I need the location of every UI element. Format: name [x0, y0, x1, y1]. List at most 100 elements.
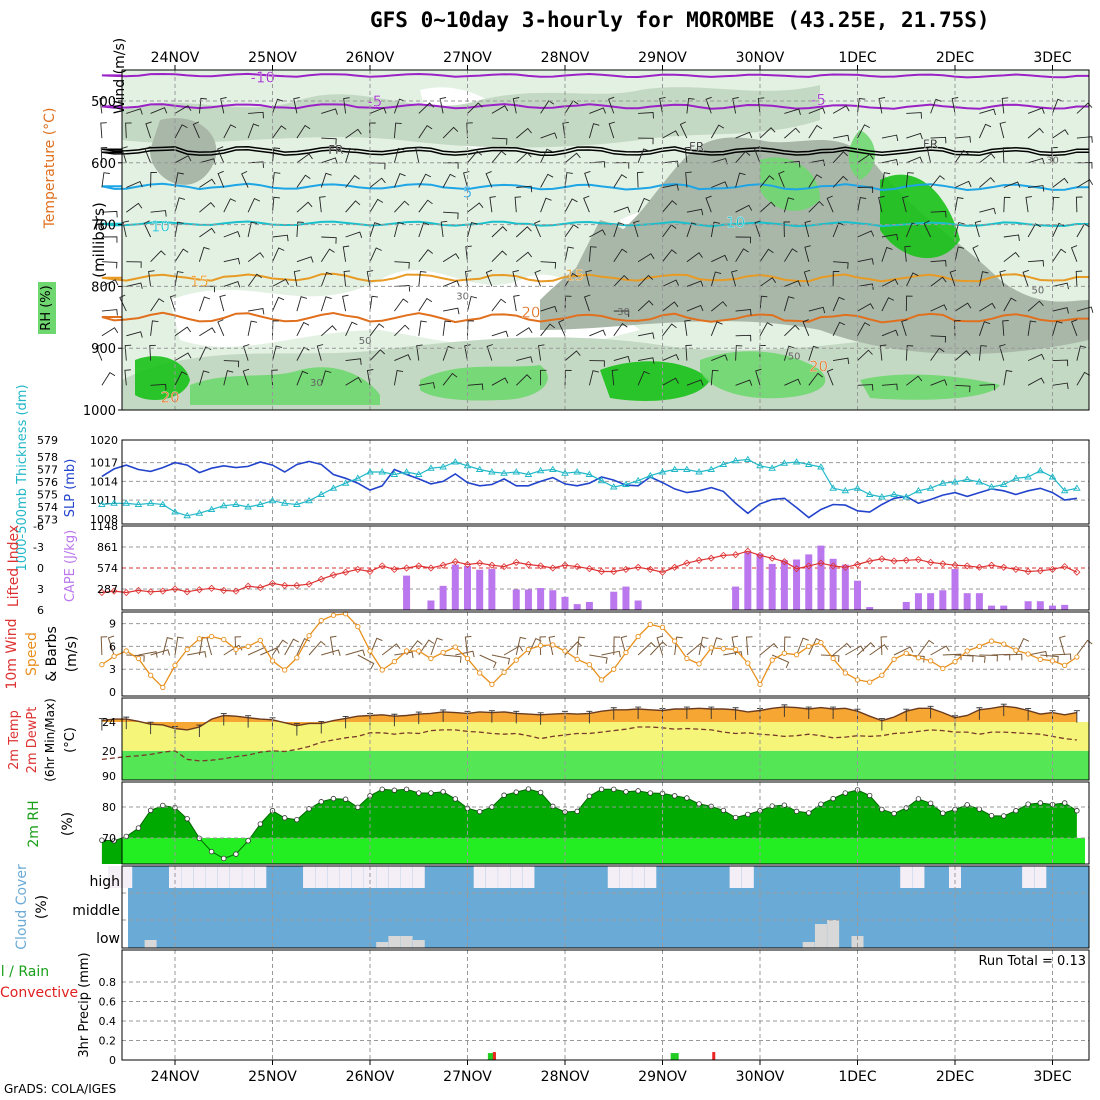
- thickness-marker: [914, 486, 923, 494]
- thickness-marker: [1048, 473, 1057, 480]
- wind-barb: [394, 298, 409, 312]
- wind-barb: [930, 210, 947, 218]
- temp-minmax-bar: [903, 708, 910, 722]
- wind-barb: [516, 327, 533, 337]
- rh-contour-label: 30: [456, 292, 469, 303]
- cloud-high-gap: [741, 866, 754, 888]
- cloud-high-gap: [388, 866, 401, 888]
- thickness-marker: [232, 500, 240, 507]
- thickness-marker: [414, 470, 423, 477]
- rh-moist-layer: [122, 85, 820, 148]
- wind-barb: [516, 185, 533, 193]
- wind-barb: [491, 105, 509, 114]
- rh2m-marker: [440, 789, 446, 795]
- wind-barb: [321, 236, 337, 244]
- wind-barb: [467, 202, 484, 213]
- wind-barb: [124, 369, 131, 386]
- cape-bar: [805, 554, 813, 610]
- wind-barb-10m: [1003, 653, 1023, 661]
- rh-saturated-cell: [760, 157, 820, 211]
- wind-barb: [662, 301, 679, 312]
- wind-barb: [930, 335, 947, 343]
- wind-barb: [321, 157, 338, 164]
- isotherm-label: FR: [328, 143, 343, 157]
- wind-barb: [759, 127, 776, 139]
- wind-barb: [613, 274, 629, 287]
- wind-barb: [464, 270, 472, 287]
- thickness-marker: [451, 458, 460, 465]
- cape-bar: [780, 560, 788, 610]
- wind-barb: [199, 327, 216, 337]
- li-marker: [719, 551, 728, 559]
- wind-barb-10m: [296, 638, 311, 656]
- wind-barb: [144, 146, 152, 163]
- top-date-label: 1DEC: [838, 50, 877, 66]
- wind-barb: [95, 343, 103, 361]
- wind-barb: [223, 281, 241, 288]
- wind-barb: [515, 374, 532, 386]
- rh2m-marker: [745, 811, 751, 818]
- li-marker: [1036, 567, 1044, 575]
- wind-speed-marker: [513, 657, 519, 663]
- wind-barb: [589, 329, 606, 337]
- wind-barb: [126, 261, 142, 268]
- wind-barb-10m: [930, 645, 950, 656]
- wind-barb: [223, 198, 236, 213]
- cape-bar: [1000, 605, 1008, 610]
- wind-barb: [735, 379, 753, 386]
- thickness-marker: [512, 468, 521, 475]
- wind-barb: [174, 326, 192, 337]
- thickness-marker: [366, 468, 374, 475]
- wind-barb: [679, 121, 688, 139]
- wind-barb: [126, 202, 143, 213]
- cape-bar: [914, 593, 922, 610]
- wind-barb: [369, 177, 386, 188]
- wind-barb: [467, 383, 484, 391]
- wind-barb: [540, 148, 553, 163]
- li-marker: [975, 563, 983, 571]
- cloud-high-gap: [607, 866, 620, 888]
- thickness-marker: [792, 458, 801, 465]
- wind-barb: [1003, 297, 1017, 312]
- temp-minmax-bar: [708, 706, 715, 720]
- li-marker: [427, 564, 435, 572]
- cloud-high-gap: [315, 866, 328, 888]
- cloud-high-gap: [327, 866, 340, 888]
- mild-band: [122, 722, 1089, 751]
- wind-barb: [296, 296, 308, 312]
- li-marker: [1012, 565, 1020, 573]
- cold-band: [122, 750, 1089, 780]
- rh-legend-label: RH (%): [39, 285, 54, 330]
- thickness-marker: [402, 468, 411, 475]
- wind-barb: [296, 174, 311, 188]
- wind-barb: [784, 127, 801, 139]
- wind-barb-10m: [620, 635, 628, 656]
- thickness-marker: [354, 474, 362, 481]
- wind-barb-10m: [539, 636, 547, 656]
- thickness-marker: [98, 500, 106, 507]
- li-tick-label: 3: [37, 583, 44, 596]
- li-marker: [634, 563, 642, 571]
- wind-barb: [1052, 320, 1063, 336]
- wind-barb: [638, 357, 655, 364]
- rh2m-marker: [708, 803, 714, 810]
- precip-convective-bar: [712, 1052, 716, 1060]
- thickness-marker: [329, 484, 338, 491]
- wind-barb: [930, 379, 948, 386]
- wind-speed-line: [101, 613, 1078, 689]
- wind-barb: [881, 297, 895, 312]
- wind-speed-marker: [1013, 647, 1019, 653]
- wind-barb: [778, 170, 785, 188]
- wind-barb: [662, 354, 680, 362]
- wind-barb: [954, 350, 971, 361]
- wind-barb: [247, 320, 258, 336]
- li-marker: [805, 562, 813, 570]
- wind-barb: [393, 369, 404, 386]
- wind-speed-marker: [1049, 658, 1056, 664]
- wind-barb: [857, 283, 874, 290]
- isotherm-label: 10: [151, 217, 170, 235]
- rh2m-marker: [525, 786, 532, 792]
- wind-barb: [759, 201, 776, 213]
- wind-barb: [513, 294, 520, 312]
- li-marker: [293, 581, 301, 590]
